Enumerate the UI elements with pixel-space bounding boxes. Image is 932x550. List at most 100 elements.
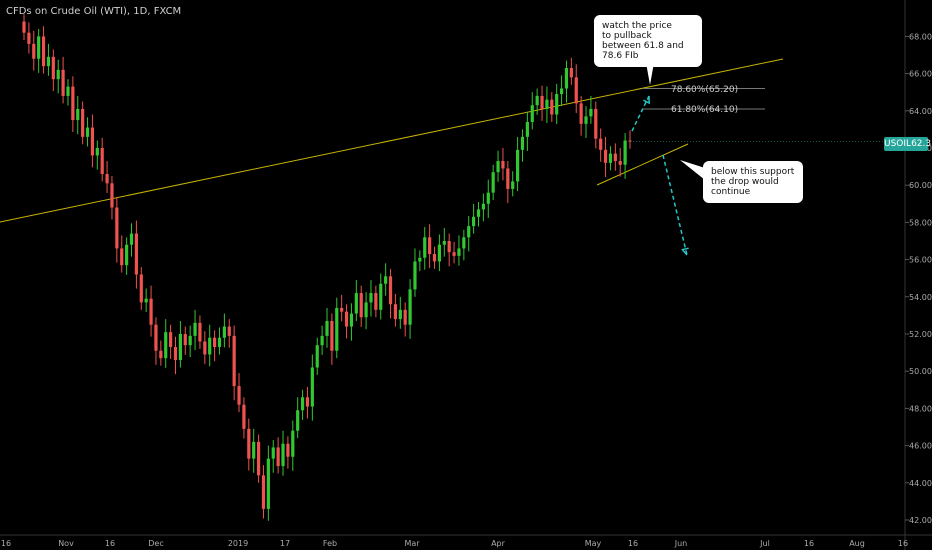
candle-body — [76, 108, 80, 121]
candle-body — [413, 261, 417, 290]
candle-body — [276, 447, 280, 467]
candle-body — [222, 326, 226, 338]
candle-body — [144, 298, 148, 303]
candle-body — [374, 293, 378, 310]
candle-body — [286, 443, 290, 457]
candle-body — [574, 77, 578, 104]
candle-body — [193, 322, 197, 336]
candle-body — [520, 136, 525, 150]
candle-body — [393, 304, 398, 320]
candle-body — [359, 293, 363, 318]
y-tick-label: 48.00 — [909, 404, 932, 413]
candle-body — [291, 430, 295, 457]
candle-body — [61, 69, 65, 96]
y-tick-label: 64.00 — [909, 107, 932, 116]
callout-support-tail — [680, 160, 705, 180]
x-tick-label: Mar — [404, 539, 420, 548]
candle-body — [81, 108, 85, 137]
candle-body — [555, 94, 559, 115]
candle-body — [164, 332, 168, 359]
x-tick-label: 16 — [898, 539, 908, 548]
candle-body — [198, 322, 202, 342]
y-tick-label: 54.00 — [909, 293, 932, 302]
y-tick-label: 68.00 — [909, 32, 932, 41]
candle-body — [599, 138, 603, 150]
candle-body — [354, 293, 358, 314]
candle-body — [266, 458, 270, 509]
candle-body — [472, 216, 476, 227]
candle-body — [203, 341, 207, 355]
candle-body — [110, 183, 114, 208]
x-tick-label: Jun — [674, 539, 688, 548]
down-arrow — [662, 154, 688, 256]
candle-body — [335, 307, 339, 351]
x-tick-label: Aug — [849, 539, 865, 548]
fib-618-label: 61.80%(64.10) — [671, 105, 739, 115]
y-tick-label: 44.00 — [909, 479, 932, 488]
callout-pullback: watch the price to pullback between 61.8… — [594, 15, 702, 67]
candle-body — [56, 69, 60, 80]
candle-body — [530, 105, 534, 122]
chart-title: CFDs on Crude Oil (WTI), 1D, FXCM — [6, 6, 182, 17]
candle-body — [310, 367, 314, 407]
x-tick-label: 17 — [280, 539, 290, 548]
candle-body — [584, 116, 588, 124]
candle-body — [242, 404, 246, 429]
candle-body — [105, 174, 109, 184]
candle-body — [428, 237, 432, 255]
callout-support: below this support the drop would contin… — [703, 161, 803, 203]
candle-body — [423, 237, 427, 258]
candle-body — [476, 209, 481, 217]
candle-body — [261, 475, 266, 509]
candle-body — [550, 99, 554, 115]
candle-body — [462, 237, 466, 249]
candle-body — [515, 149, 520, 182]
candle-body — [71, 86, 75, 121]
candle-body — [559, 88, 564, 95]
candle-body — [613, 153, 617, 162]
candle-body — [603, 149, 608, 163]
candle-body — [594, 108, 598, 139]
x-tick-label: Dec — [148, 539, 163, 548]
candle-body — [212, 337, 217, 348]
candle-body — [296, 410, 300, 431]
y-tick-label: 66.00 — [909, 70, 932, 79]
candle-body — [506, 168, 510, 189]
candle-body — [139, 274, 143, 303]
x-tick-label: 2019 — [228, 539, 248, 548]
candle-body — [384, 276, 388, 284]
candle-body — [432, 254, 437, 262]
price-tag-symbol: USOIL — [884, 139, 912, 149]
candle-body — [403, 309, 407, 325]
candle-body — [90, 127, 95, 156]
candle-body — [46, 56, 51, 67]
candle-body — [325, 320, 329, 336]
candle-body — [349, 313, 354, 327]
candle-body — [22, 21, 26, 33]
candle-body — [169, 332, 173, 348]
candle-body — [364, 302, 368, 318]
candle-body — [129, 233, 134, 245]
candle-body — [481, 203, 485, 210]
candle-body — [315, 345, 319, 368]
candle-body — [398, 309, 402, 320]
candle-body — [418, 257, 422, 262]
resistance-trendline — [0, 58, 784, 223]
candle-body — [623, 140, 627, 165]
candle-body — [491, 172, 495, 193]
up-arrow-head — [643, 95, 650, 105]
candle-body — [442, 241, 446, 245]
candle-body — [27, 32, 31, 44]
candle-body — [540, 95, 544, 109]
candle-body — [525, 121, 529, 137]
candle-body — [457, 248, 461, 256]
price-tag-value: 62.35 — [911, 139, 932, 149]
candle-body — [159, 350, 163, 359]
y-tick-label: 52.00 — [909, 330, 932, 339]
x-tick-label: May — [585, 539, 602, 548]
candle-body — [41, 36, 46, 67]
candle-body — [85, 127, 90, 137]
candle-body — [452, 252, 456, 256]
candle-body — [340, 307, 344, 312]
